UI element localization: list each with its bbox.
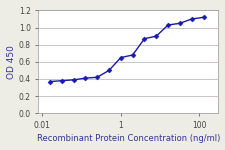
Y-axis label: OD 450: OD 450 xyxy=(7,45,16,79)
X-axis label: Recombinant Protein Concentration (ng/ml): Recombinant Protein Concentration (ng/ml… xyxy=(37,134,220,143)
